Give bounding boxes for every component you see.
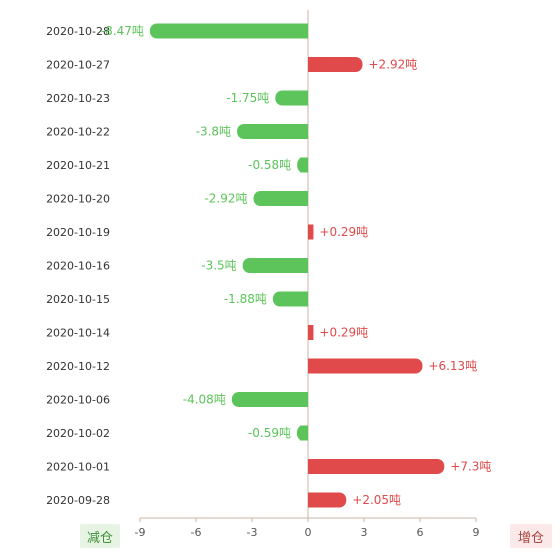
category-label: 2020-10-02 bbox=[46, 427, 110, 440]
bar-base bbox=[300, 425, 308, 441]
bar-positive bbox=[308, 459, 445, 474]
bar-negative bbox=[149, 23, 308, 39]
category-label: 2020-10-16 bbox=[46, 260, 110, 273]
category-label: 2020-10-15 bbox=[46, 293, 110, 306]
bar-base bbox=[308, 224, 314, 240]
bar-base bbox=[308, 492, 316, 508]
category-label: 2020-10-14 bbox=[46, 327, 110, 340]
category-label: 2020-10-20 bbox=[46, 193, 110, 206]
bar-negative bbox=[231, 392, 308, 407]
x-tick-label: -6 bbox=[191, 526, 202, 539]
category-label: 2020-10-12 bbox=[46, 360, 110, 373]
value-label: +2.92吨 bbox=[369, 58, 418, 72]
value-label: +0.29吨 bbox=[319, 326, 368, 340]
bar-base bbox=[308, 358, 316, 374]
value-label: -8.47吨 bbox=[101, 24, 144, 38]
bar-negative bbox=[272, 291, 308, 307]
category-label: 2020-10-28 bbox=[46, 25, 110, 38]
bar-base bbox=[308, 57, 316, 72]
value-label: -3.5吨 bbox=[201, 259, 236, 273]
category-label: 2020-10-27 bbox=[46, 59, 110, 72]
value-label: -1.75吨 bbox=[226, 91, 269, 105]
category-label: 2020-10-06 bbox=[46, 394, 110, 407]
x-tick-label: 9 bbox=[473, 526, 480, 539]
value-label: -4.08吨 bbox=[183, 393, 226, 407]
category-label: 2020-10-21 bbox=[46, 159, 110, 172]
bar-base bbox=[300, 291, 308, 307]
category-label: 2020-10-19 bbox=[46, 226, 110, 239]
category-label: 2020-10-01 bbox=[46, 461, 110, 474]
bar-negative bbox=[253, 191, 308, 206]
bar-base bbox=[300, 191, 308, 206]
bar-base bbox=[308, 325, 314, 340]
x-tick-label: -9 bbox=[135, 526, 146, 539]
category-label: 2020-09-28 bbox=[46, 494, 110, 507]
category-label: 2020-10-23 bbox=[46, 92, 110, 105]
category-label: 2020-10-22 bbox=[46, 126, 110, 139]
value-label: +2.05吨 bbox=[352, 493, 401, 507]
bar-base bbox=[300, 157, 308, 173]
bar-positive bbox=[308, 492, 347, 508]
bar-base bbox=[308, 459, 316, 474]
bar-positive bbox=[308, 358, 423, 374]
value-label: -0.59吨 bbox=[248, 426, 291, 440]
value-label: +7.3吨 bbox=[450, 460, 491, 474]
bar-negative bbox=[237, 124, 308, 139]
x-tick-label: 0 bbox=[305, 526, 312, 539]
bar-base bbox=[300, 258, 308, 273]
x-tick-label: 3 bbox=[361, 526, 368, 539]
value-label: +6.13吨 bbox=[428, 359, 477, 373]
x-tick-label: 6 bbox=[417, 526, 424, 539]
bar-base bbox=[300, 124, 308, 139]
value-label: -3.8吨 bbox=[196, 125, 231, 139]
legend-increase: 增仓 bbox=[510, 524, 552, 548]
bar-negative bbox=[242, 258, 308, 273]
legend-decrease: 减仓 bbox=[80, 524, 120, 548]
bar-negative bbox=[275, 90, 308, 106]
bar-base bbox=[300, 392, 308, 407]
value-label: -1.88吨 bbox=[224, 292, 267, 306]
value-label: -2.92吨 bbox=[204, 192, 247, 206]
bar-base bbox=[300, 90, 308, 106]
x-tick-label: -3 bbox=[247, 526, 258, 539]
value-label: +0.29吨 bbox=[319, 225, 368, 239]
bar-positive bbox=[308, 57, 363, 72]
bar-base bbox=[300, 23, 308, 39]
value-label: -0.58吨 bbox=[248, 158, 291, 172]
